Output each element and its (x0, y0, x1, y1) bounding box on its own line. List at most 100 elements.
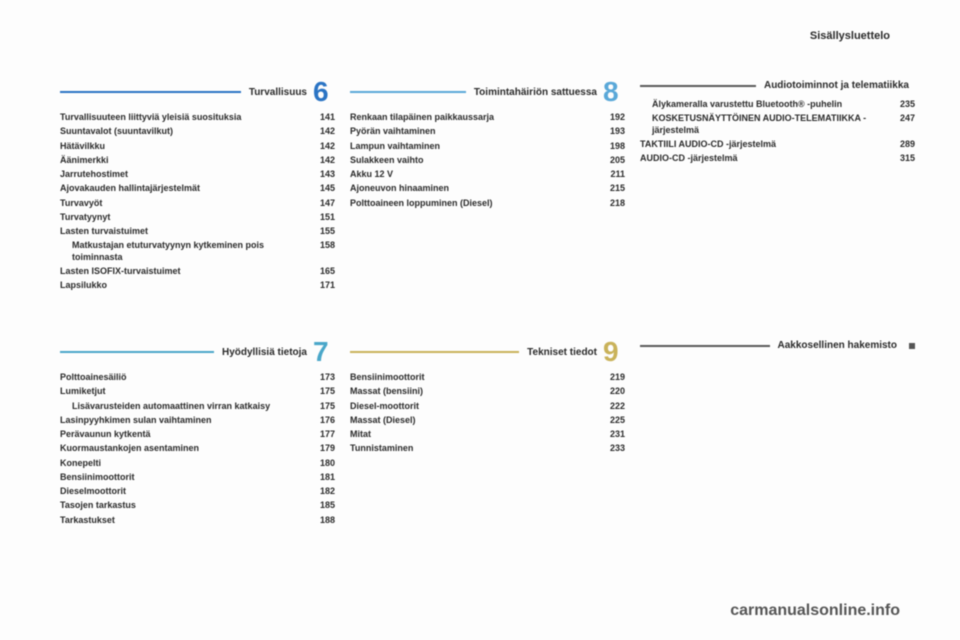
rule-7 (60, 351, 214, 353)
toc-entry-page: 155 (320, 226, 335, 237)
toc-entry: Massat (Diesel) 225 (350, 415, 625, 426)
toc-entry: Ajovakauden hallintajärjestelmät145 (60, 183, 335, 194)
toc-entry-label: Dieselmoottorit (60, 486, 126, 497)
toc-entry: Lampun vaihtaminen198 (350, 141, 625, 152)
toc-entry: Kuormaustankojen asentaminen179 (60, 443, 335, 454)
toc-entry: Perävaunun kytkentä 177 (60, 429, 335, 440)
toc-entry-page: 218 (610, 198, 625, 209)
toc-entry: Lumiketjut175 (60, 386, 335, 397)
toc-entry: Suuntavalot (suuntavilkut) 142 (60, 126, 335, 137)
section-list: Renkaan tilapäinen paikkaussarja 192 Pyörä… (350, 112, 625, 209)
toc-entry-label: Konepelti (60, 458, 101, 469)
section-title: Tekniset tiedot (527, 347, 597, 358)
section-list: Bensiinimoottorit219 Massat (bensiini) 220… (350, 372, 625, 455)
toc-entry: Tasojen tarkastus 185 (60, 500, 335, 511)
toc-entry-label: Hätävilkku (60, 141, 105, 152)
toc-entry-page: 180 (320, 458, 335, 469)
section-7: Hyödyllisiä tietoja 7 Polttoainesäiliö 17… (60, 340, 335, 529)
section-9: Tekniset tiedot 9 Bensiinimoottorit219 Ma… (350, 340, 625, 529)
toc-entry: Bensiinimoottorit219 (350, 372, 625, 383)
toc-entry-page: 143 (320, 169, 335, 180)
toc-entry-page: 198 (610, 141, 625, 152)
toc-entry-page: 235 (900, 99, 915, 110)
toc-entry-label: Perävaunun kytkentä (60, 429, 151, 440)
toc-entry-page: 147 (320, 198, 335, 209)
toc-entry-page: 220 (610, 386, 625, 397)
toc-entry-label: Äänimerkki (60, 155, 109, 166)
toc-entry-label: Mitat (350, 429, 371, 440)
toc-entry-label: Massat (bensiini) (350, 386, 423, 397)
toc-entry-label: Tarkastukset (60, 515, 115, 526)
toc-entry-label: Lasten ISOFIX-turvaistuimet (60, 266, 181, 277)
page-header: Sisällysluettelo (810, 30, 890, 42)
toc-entry: Ajoneuvon hinaaminen215 (350, 183, 625, 194)
toc-entry: Lasten ISOFIX-turvaistuimet165 (60, 266, 335, 277)
toc-entry: Hätävilkku 142 (60, 141, 335, 152)
toc-entry-label: Turvatyynyt (60, 212, 110, 223)
toc-entry-page: 205 (610, 155, 625, 166)
section-list: Turvallisuuteen liittyviä yleisiä suosit… (60, 112, 335, 291)
toc-entry-page: 315 (900, 153, 915, 164)
toc-entry-label: Sulakkeen vaihto (350, 155, 424, 166)
toc-entry-page: 231 (610, 429, 625, 440)
toc-entry-page: 185 (320, 500, 335, 511)
toc-entry-label: Bensiinimoottorit (60, 472, 135, 483)
toc-entry-label: Suuntavalot (suuntavilkut) (60, 126, 173, 137)
toc-entry-page: 289 (900, 139, 915, 150)
section-number: 8 (603, 80, 625, 104)
rule-8 (350, 91, 466, 93)
content-row-1: Turvallisuus 6 Turvallisuuteen liittyviä… (60, 80, 900, 294)
section-head-9: Tekniset tiedot 9 (350, 340, 625, 364)
content-row-2: Hyödyllisiä tietoja 7 Polttoainesäiliö 17… (60, 340, 900, 529)
toc-entry-page: 222 (610, 401, 625, 412)
section-title: Audiotoiminnot ja telematiikka (764, 80, 909, 91)
toc-entry: Tunnistaminen 233 (350, 443, 625, 454)
toc-entry-page: 173 (320, 372, 335, 383)
toc-entry: Polttoainesäiliö 173 (60, 372, 335, 383)
toc-entry-label: Pyörän vaihtaminen (350, 126, 436, 137)
toc-entry-label: Tasojen tarkastus (60, 500, 136, 511)
rule-index (640, 345, 770, 347)
section-head-index: Aakkosellinen hakemisto (640, 340, 915, 351)
toc-entry-page: 225 (610, 415, 625, 426)
section-audio: Audiotoiminnot ja telematiikka Älykamera… (640, 80, 915, 294)
toc-entry-label: Polttoainesäiliö (60, 372, 127, 383)
toc-entry: KOSKETUSNÄYTTÖINEN AUDIO-TELEMATIIKKA -j… (640, 113, 915, 136)
section-title: Aakkosellinen hakemisto (778, 340, 898, 351)
section-number: 7 (313, 340, 335, 364)
index-marker-icon (909, 343, 915, 349)
toc-entry-page: 181 (320, 472, 335, 483)
toc-entry: Diesel-moottorit 222 (350, 401, 625, 412)
toc-entry-label: Diesel-moottorit (350, 401, 419, 412)
toc-entry-page: 211 (610, 169, 625, 180)
toc-entry-page: 193 (610, 126, 625, 137)
toc-entry-label: Turvallisuuteen liittyviä yleisiä suosit… (60, 112, 241, 123)
toc-entry-label: TAKTIILI AUDIO-CD -järjestelmä (640, 139, 776, 150)
toc-entry: Polttoaineen loppuminen (Diesel)218 (350, 198, 625, 209)
section-title: Hyödyllisiä tietoja (222, 347, 307, 358)
toc-entry-page: 233 (610, 443, 625, 454)
toc-entry-page: 141 (320, 112, 335, 123)
toc-entry-label: Lasinpyyhkimen sulan vaihtaminen (60, 415, 212, 426)
toc-entry-label: Renkaan tilapäinen paikkaussarja (350, 112, 494, 123)
toc-entry-page: 192 (610, 112, 625, 123)
toc-entry: Akku 12 V211 (350, 169, 625, 180)
toc-entry: Turvallisuuteen liittyviä yleisiä suosit… (60, 112, 335, 123)
toc-entry: Matkustajan etuturvatyynyn kytkeminen po… (60, 240, 335, 263)
toc-entry-page: 145 (320, 183, 335, 194)
toc-entry-label: Matkustajan etuturvatyynyn kytkeminen po… (60, 240, 290, 263)
toc-entry-label: Massat (Diesel) (350, 415, 416, 426)
toc-entry-label: AUDIO-CD -järjestelmä (640, 153, 738, 164)
toc-entry-page: 142 (320, 141, 335, 152)
toc-entry: TAKTIILI AUDIO-CD -järjestelmä 289 (640, 139, 915, 150)
section-number: 9 (603, 340, 625, 364)
toc-entry: Pyörän vaihtaminen 193 (350, 126, 625, 137)
section-title: Toimintahäiriön sattuessa (474, 87, 597, 98)
toc-entry-label: Jarrutehostimet (60, 169, 128, 180)
toc-entry-label: Tunnistaminen (350, 443, 413, 454)
toc-entry-page: 179 (320, 443, 335, 454)
toc-entry-label: Ajoneuvon hinaaminen (350, 183, 449, 194)
toc-entry-page: 142 (320, 155, 335, 166)
toc-entry-page: 177 (320, 429, 335, 440)
toc-entry-page: 142 (320, 126, 335, 137)
